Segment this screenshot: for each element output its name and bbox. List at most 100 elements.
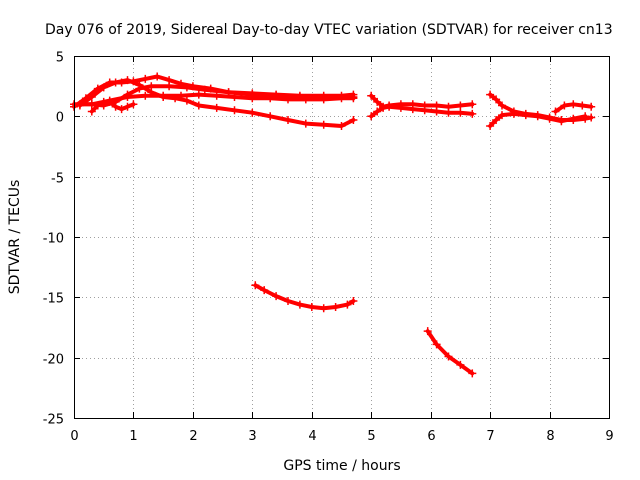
data-point — [468, 369, 477, 378]
y-tick-label: -15 — [43, 292, 64, 307]
data-point — [545, 114, 554, 123]
data-point — [141, 74, 150, 83]
x-axis-label: GPS time / hours — [283, 458, 400, 474]
data-point — [194, 101, 203, 110]
data-point — [432, 107, 441, 116]
data-point — [105, 97, 114, 106]
y-tick-label: -20 — [43, 353, 64, 368]
data-point — [153, 72, 162, 81]
data-point — [319, 304, 328, 313]
y-tick-labels: 5 0 -5 -10 -15 -20 -25 — [43, 51, 64, 428]
x-tick-label: 2 — [189, 429, 197, 444]
data-point — [423, 327, 432, 336]
axis-ticks — [74, 56, 610, 419]
series-arc-12 — [551, 100, 596, 116]
data-point — [194, 90, 203, 99]
series-line — [253, 283, 356, 311]
series-line — [488, 111, 588, 128]
y-tick-label: -25 — [43, 413, 64, 428]
data-point — [200, 85, 209, 94]
data-point — [272, 292, 281, 301]
data-point — [337, 91, 346, 100]
x-tick-label: 3 — [248, 429, 256, 444]
data-point — [551, 107, 560, 116]
data-point — [587, 102, 596, 111]
data-point — [159, 93, 168, 101]
data-point — [456, 108, 465, 117]
data-point — [141, 91, 150, 100]
data-point — [230, 106, 239, 115]
data-point — [75, 100, 84, 109]
data-point — [212, 91, 221, 100]
grid — [74, 56, 609, 418]
data-point — [468, 109, 477, 118]
x-tick-label: 9 — [605, 429, 613, 444]
data-point — [266, 112, 275, 121]
data-point — [379, 103, 388, 112]
series-arc-11 — [486, 109, 590, 130]
data-point — [224, 88, 233, 97]
data-point — [251, 281, 260, 290]
series-arc-3 — [75, 76, 358, 130]
data-point — [569, 114, 578, 123]
data-point — [182, 83, 191, 92]
data-point — [165, 82, 174, 91]
data-point — [349, 297, 358, 305]
x-tick-label: 6 — [427, 429, 435, 444]
data-point — [135, 84, 144, 93]
data-point — [307, 303, 316, 311]
data-point — [129, 100, 138, 109]
data-point — [444, 352, 453, 361]
data-point — [147, 82, 156, 91]
data-point — [117, 105, 126, 114]
data-point — [99, 83, 108, 92]
x-tick-label: 5 — [367, 429, 375, 444]
data-point — [248, 89, 257, 98]
data-point — [331, 303, 340, 311]
data-point — [420, 106, 429, 115]
data-point — [569, 100, 578, 109]
data-point — [284, 297, 292, 305]
y-tick-label: 5 — [56, 51, 64, 66]
data-point — [295, 91, 304, 100]
data-point — [301, 119, 310, 128]
data-point — [498, 111, 506, 120]
data-point — [349, 90, 358, 99]
data-point — [492, 116, 501, 124]
data-point — [111, 78, 120, 87]
data-point — [468, 100, 477, 109]
data-point — [343, 300, 352, 309]
x-tick-label: 4 — [308, 429, 316, 444]
data-point — [373, 97, 382, 106]
data-point — [581, 112, 590, 121]
data-point — [486, 90, 495, 99]
series-arc-5 — [87, 97, 138, 116]
data-point — [319, 91, 328, 100]
data-point — [248, 108, 257, 117]
series-line — [77, 78, 356, 128]
data-point — [521, 111, 530, 120]
x-tick-labels: 0 1 2 3 4 5 6 7 8 9 — [70, 429, 613, 444]
data-point — [87, 93, 96, 101]
data-point — [557, 117, 566, 126]
x-tick-label: 0 — [70, 429, 78, 444]
data-point — [349, 116, 358, 124]
data-point — [492, 95, 501, 104]
data-point — [456, 101, 465, 110]
data-point — [560, 101, 569, 110]
data-point — [93, 101, 102, 110]
data-point — [373, 107, 382, 116]
data-point — [123, 90, 132, 99]
data-point — [212, 103, 221, 112]
data-point — [182, 96, 191, 105]
data-point — [578, 101, 587, 110]
y-tick-label: -5 — [51, 172, 64, 187]
data-point — [295, 300, 304, 309]
data-point — [272, 90, 281, 99]
data-point — [432, 340, 441, 349]
data-point — [111, 102, 120, 111]
data-point — [486, 122, 495, 130]
data-point — [87, 100, 96, 109]
data-point — [260, 286, 269, 295]
y-tick-label: 0 — [56, 111, 64, 126]
